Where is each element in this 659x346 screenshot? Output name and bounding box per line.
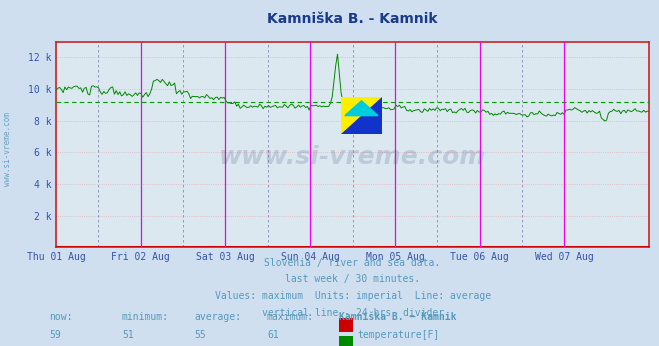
Polygon shape	[345, 101, 378, 116]
Text: last week / 30 minutes.: last week / 30 minutes.	[285, 274, 420, 284]
Text: 51: 51	[122, 330, 134, 340]
Text: temperature[F]: temperature[F]	[358, 330, 440, 340]
Text: Kamniška B. – Kamnik: Kamniška B. – Kamnik	[339, 312, 457, 322]
Text: www.si-vreme.com: www.si-vreme.com	[219, 145, 486, 169]
Text: Kamniška B. - Kamnik: Kamniška B. - Kamnik	[268, 12, 438, 26]
Text: 55: 55	[194, 330, 206, 340]
Text: average:: average:	[194, 312, 241, 322]
Text: www.si-vreme.com: www.si-vreme.com	[3, 112, 13, 186]
Polygon shape	[341, 97, 382, 134]
Text: now:: now:	[49, 312, 73, 322]
Polygon shape	[341, 97, 382, 134]
Text: minimum:: minimum:	[122, 312, 169, 322]
Text: Slovenia / river and sea data.: Slovenia / river and sea data.	[264, 258, 441, 268]
Text: vertical line - 24 hrs  divider: vertical line - 24 hrs divider	[262, 308, 444, 318]
Text: 59: 59	[49, 330, 61, 340]
Text: Values: maximum  Units: imperial  Line: average: Values: maximum Units: imperial Line: av…	[214, 291, 491, 301]
Text: maximum:: maximum:	[267, 312, 314, 322]
Text: 61: 61	[267, 330, 279, 340]
